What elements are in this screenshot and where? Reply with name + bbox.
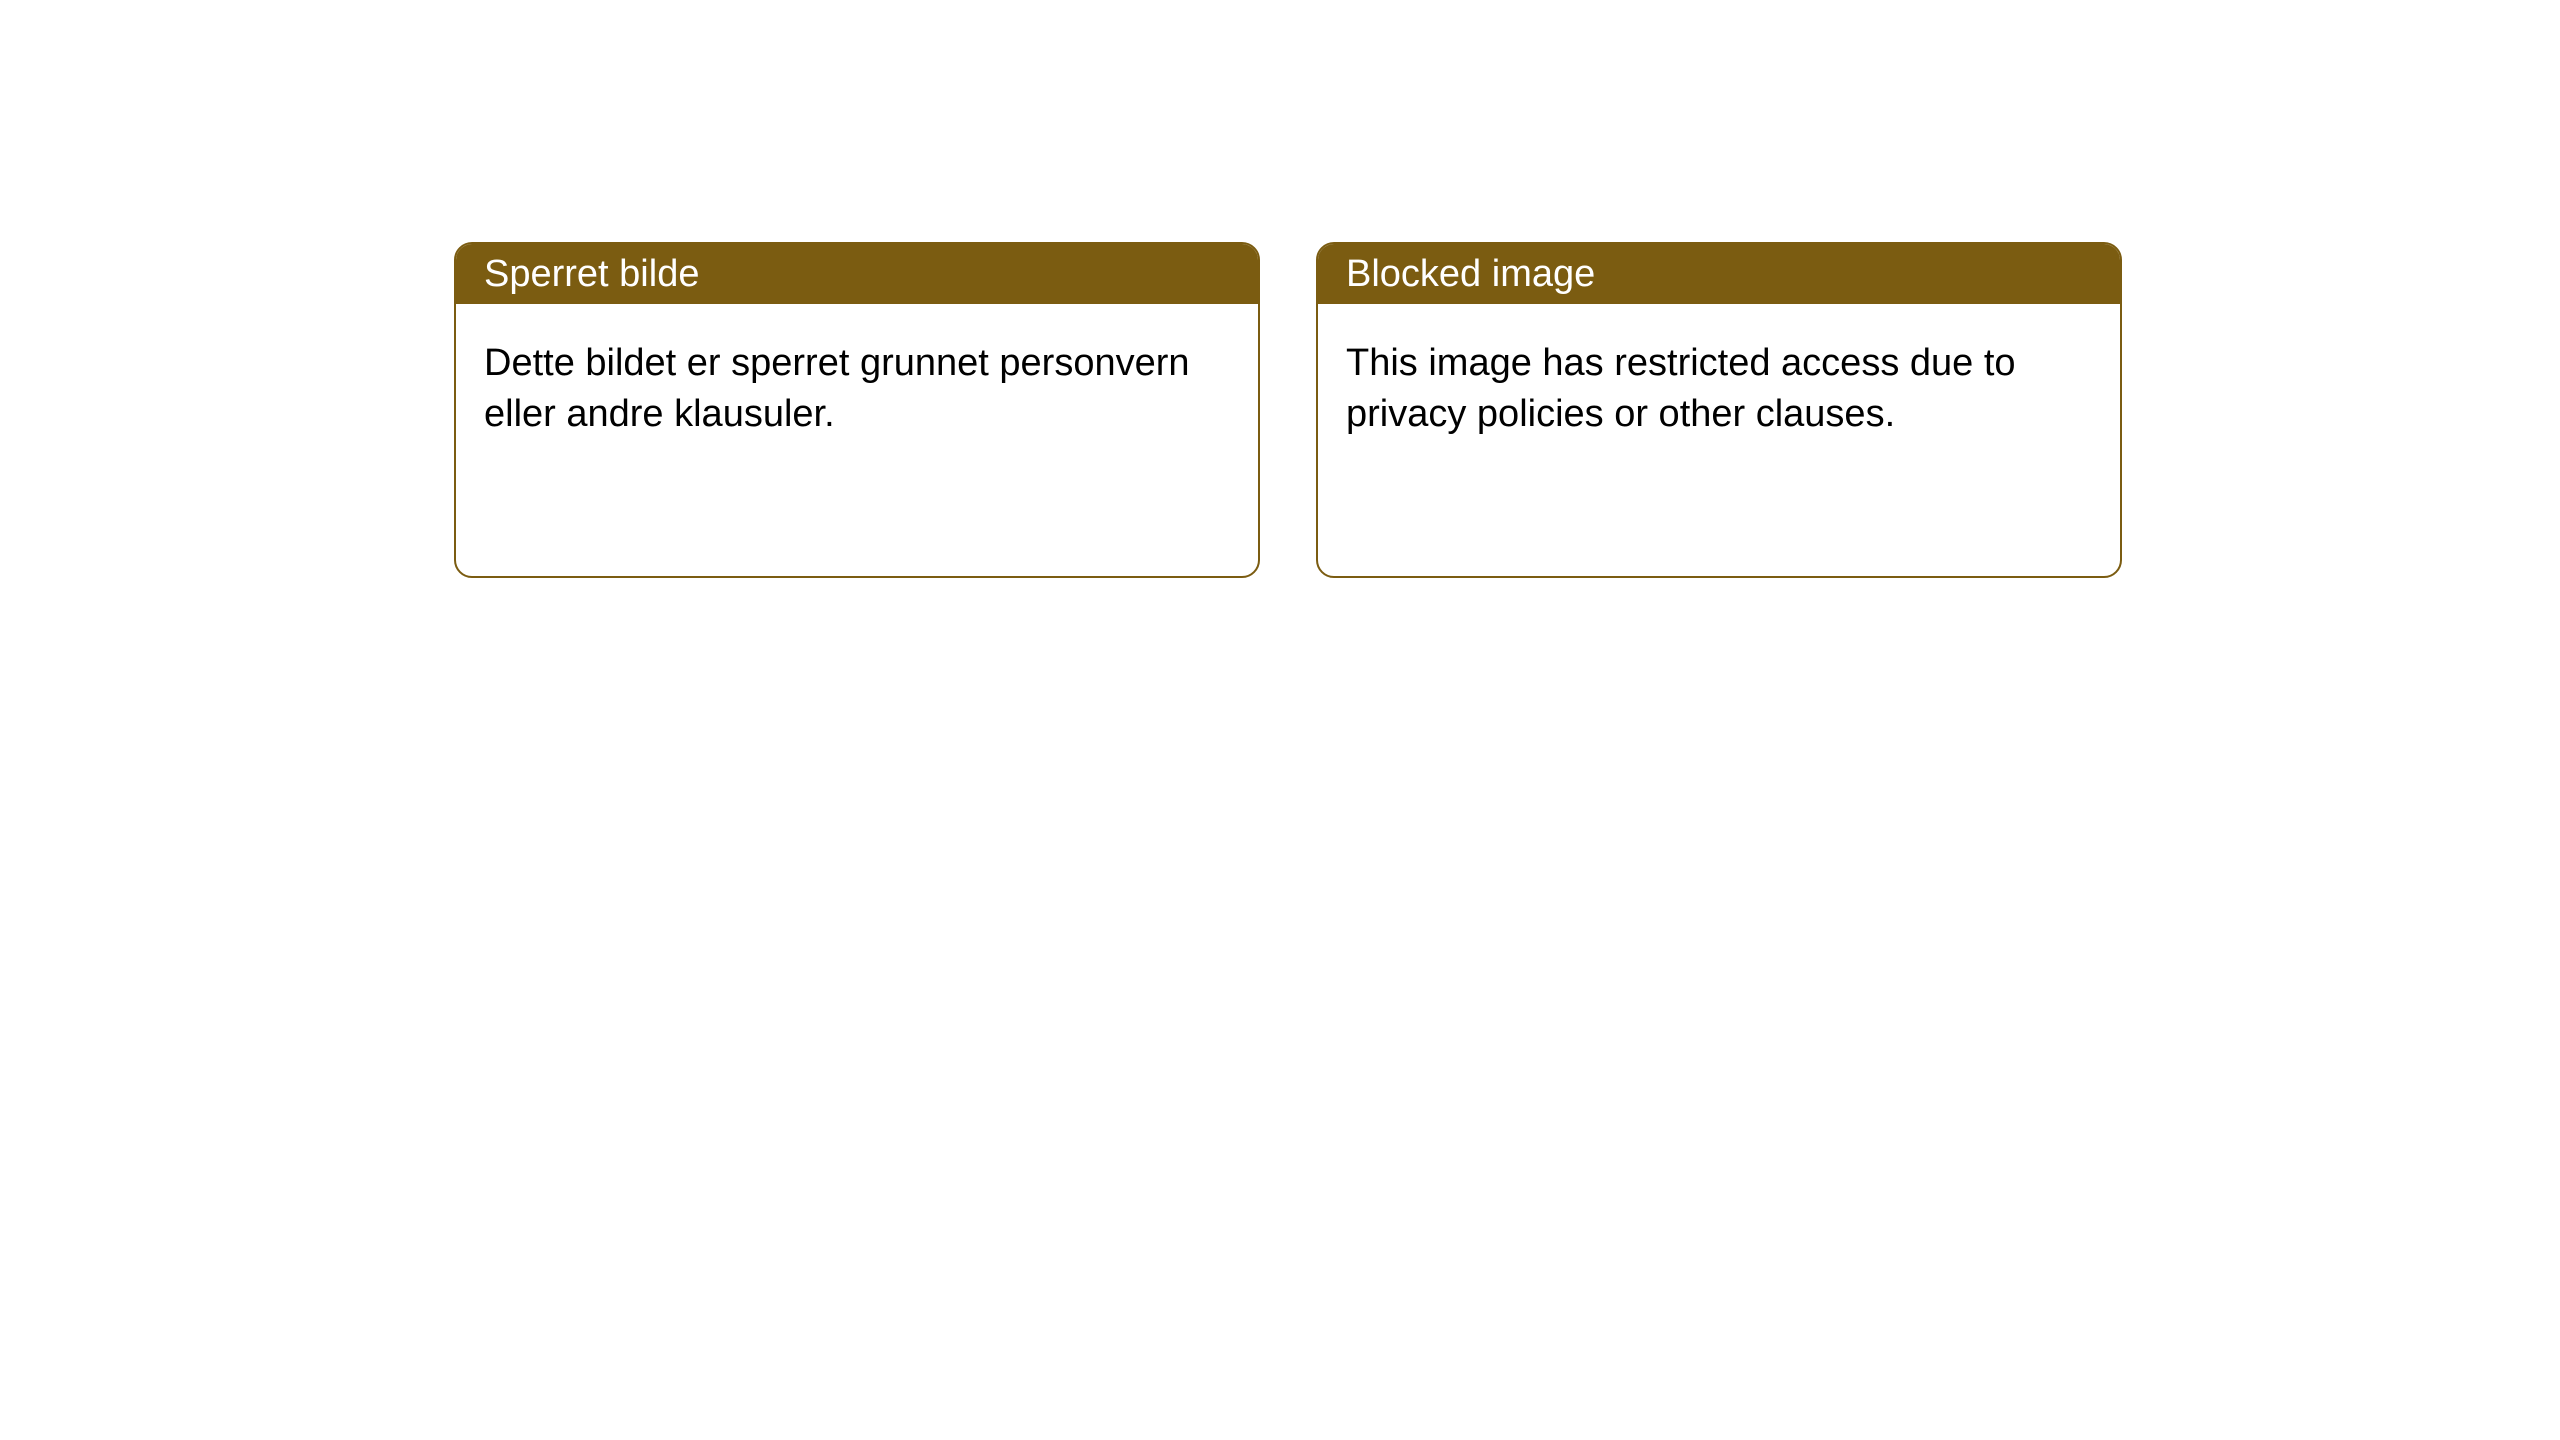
notice-header: Sperret bilde [456, 244, 1258, 304]
notice-box-norwegian: Sperret bilde Dette bildet er sperret gr… [454, 242, 1260, 578]
notice-container: Sperret bilde Dette bildet er sperret gr… [0, 0, 2560, 578]
notice-body: Dette bildet er sperret grunnet personve… [456, 304, 1258, 475]
notice-header: Blocked image [1318, 244, 2120, 304]
notice-title: Sperret bilde [484, 253, 699, 296]
notice-body-text: This image has restricted access due to … [1346, 342, 2016, 435]
notice-title: Blocked image [1346, 253, 1595, 296]
notice-box-english: Blocked image This image has restricted … [1316, 242, 2122, 578]
notice-body: This image has restricted access due to … [1318, 304, 2120, 475]
notice-body-text: Dette bildet er sperret grunnet personve… [484, 342, 1190, 435]
